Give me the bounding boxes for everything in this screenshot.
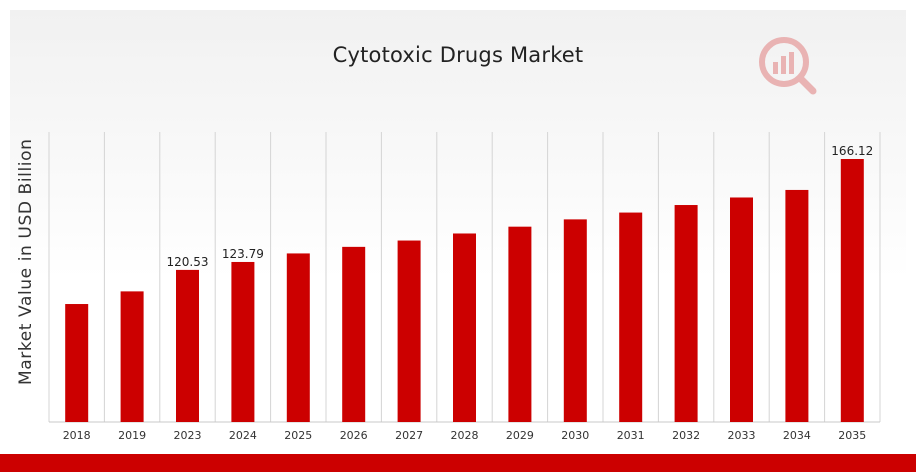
- x-tick-label: 2030: [561, 429, 589, 442]
- x-tick-label: 2028: [451, 429, 479, 442]
- bar-2030: [563, 219, 587, 422]
- bar-2026: [342, 246, 366, 422]
- bar-2033: [730, 197, 753, 422]
- bar-2031: [619, 212, 643, 422]
- x-tick-label: 2029: [506, 429, 534, 442]
- x-tick-label: 2031: [617, 429, 645, 442]
- bar-2019: [120, 291, 144, 422]
- x-tick-label: 2026: [340, 429, 368, 442]
- data-label: 166.12: [831, 144, 873, 158]
- bar-2032: [674, 205, 698, 422]
- bar-2034: [785, 189, 809, 422]
- bottom-accent-bar: [0, 454, 916, 472]
- brand-logo-icon: [759, 37, 817, 95]
- chart-title: Cytotoxic Drugs Market: [332, 43, 584, 67]
- bar-2023: [176, 269, 199, 422]
- bar-2018: [65, 304, 89, 422]
- bar-2028: [453, 233, 476, 422]
- bar-2027: [397, 240, 421, 422]
- bar-2029: [508, 226, 532, 422]
- x-tick-label: 2034: [783, 429, 811, 442]
- x-tick-label: 2018: [63, 429, 91, 442]
- x-tick-label: 2024: [229, 429, 257, 442]
- bar-2024: [231, 261, 255, 422]
- x-tick-label: 2019: [118, 429, 146, 442]
- data-label: 123.79: [222, 247, 264, 261]
- x-tick-label: 2035: [838, 429, 866, 442]
- x-tick-label: 2025: [284, 429, 312, 442]
- x-tick-label: 2027: [395, 429, 423, 442]
- bar-2025: [286, 253, 310, 422]
- bar-2035: [840, 159, 864, 422]
- x-tick-label: 2023: [174, 429, 202, 442]
- x-tick-label: 2032: [672, 429, 700, 442]
- data-label: 120.53: [167, 255, 209, 269]
- x-tick-label: 2033: [728, 429, 756, 442]
